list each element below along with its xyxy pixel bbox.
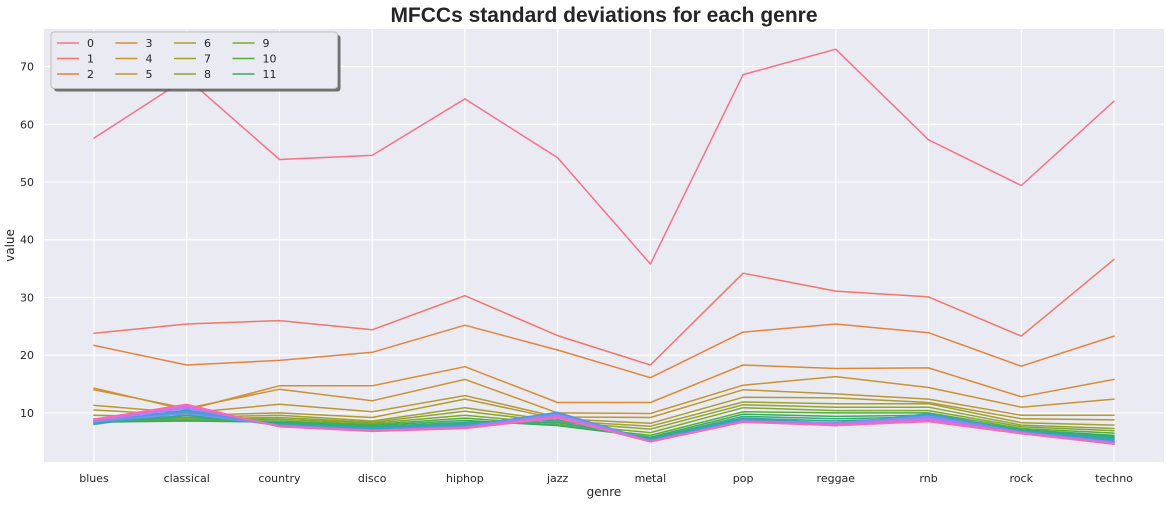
x-tick-label: reggae — [817, 472, 856, 485]
x-tick-label: rock — [1010, 472, 1034, 485]
x-tick-label: hiphop — [446, 472, 484, 485]
legend-label: 9 — [263, 37, 270, 50]
series-line-0 — [93, 48, 1115, 265]
x-tick-label: jazz — [546, 472, 569, 485]
y-tick-label: 30 — [20, 291, 34, 304]
plot-area — [44, 29, 1164, 462]
series-line-5 — [93, 389, 1115, 419]
series-line-8 — [93, 404, 1115, 430]
x-tick-label: rnb — [919, 472, 937, 485]
series-line-23 — [93, 403, 1115, 445]
legend-label: 8 — [204, 68, 211, 81]
legend-label: 1 — [87, 53, 94, 66]
y-axis-label: value — [3, 229, 17, 262]
x-tick-label: techno — [1095, 472, 1133, 485]
legend-label: 0 — [87, 37, 94, 50]
x-tick-label: metal — [635, 472, 667, 485]
x-tick-label: blues — [79, 472, 109, 485]
series-line-1 — [93, 258, 1115, 366]
y-tick-label: 10 — [20, 407, 34, 420]
series-line-6 — [93, 396, 1115, 425]
chart-title: MFCCs standard deviations for each genre — [390, 4, 817, 27]
series-line-4 — [93, 375, 1115, 415]
legend-label: 5 — [146, 68, 153, 81]
legend: 0 1 2 3 4 5 6 7 8 9 10 11 — [50, 31, 341, 92]
y-tick-label: 40 — [20, 234, 34, 247]
x-tick-label: classical — [164, 472, 210, 485]
legend-label: 2 — [87, 68, 94, 81]
series-line-3 — [93, 364, 1115, 411]
legend-label: 4 — [146, 53, 153, 66]
grid — [44, 29, 1164, 462]
series-line-7 — [93, 401, 1115, 427]
legend-label: 10 — [263, 53, 277, 66]
legend-label: 3 — [146, 37, 153, 50]
series-lines — [93, 48, 1115, 445]
tick-labels: 10 20 30 40 50 60 70 blues classical country disco… — [20, 61, 1133, 485]
y-tick-label: 20 — [20, 349, 34, 362]
y-tick-label: 50 — [20, 176, 34, 189]
x-tick-label: country — [258, 472, 301, 485]
legend-label: 11 — [263, 68, 277, 81]
y-tick-label: 70 — [20, 61, 34, 74]
y-tick-label: 60 — [20, 118, 34, 131]
legend-label: 6 — [204, 37, 211, 50]
x-tick-label: disco — [358, 472, 387, 485]
x-axis-label: genre — [587, 485, 622, 499]
series-line-2 — [93, 323, 1115, 379]
legend-label: 7 — [204, 53, 211, 66]
x-tick-label: pop — [733, 472, 754, 485]
